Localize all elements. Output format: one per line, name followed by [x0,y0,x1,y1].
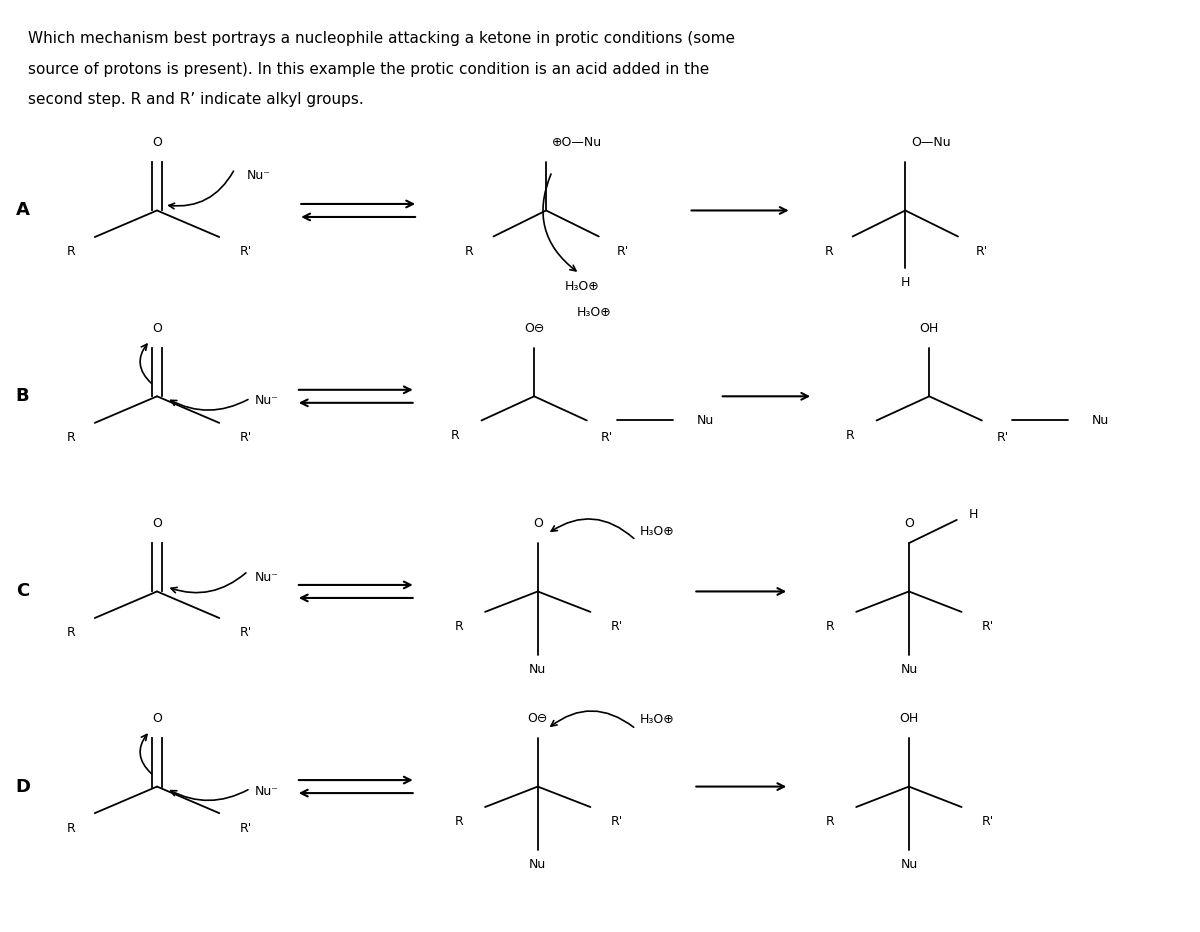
Text: B: B [16,388,29,405]
Text: D: D [16,777,31,796]
Text: R: R [66,626,76,639]
Text: R': R' [611,816,623,829]
Text: R': R' [240,626,252,639]
Text: R': R' [982,816,994,829]
Text: Nu: Nu [529,663,546,676]
Text: H₃O⊕: H₃O⊕ [577,307,611,319]
Text: O: O [533,517,542,530]
Text: O: O [152,136,162,149]
Text: OH: OH [919,322,938,335]
Text: source of protons is present). In this example the protic condition is an acid a: source of protons is present). In this e… [28,62,709,76]
Text: Nu: Nu [900,663,918,676]
Text: R': R' [617,245,629,258]
Text: A: A [16,201,30,219]
Text: R': R' [611,621,623,633]
Text: R': R' [240,432,252,445]
Text: H: H [968,508,978,521]
Text: Nu⁻: Nu⁻ [256,571,280,584]
Text: R: R [826,621,834,633]
Text: R: R [66,432,76,445]
Text: O: O [152,322,162,335]
Text: C: C [16,582,29,600]
Text: H: H [901,277,910,290]
Text: Nu⁻: Nu⁻ [256,785,280,798]
Text: Nu: Nu [529,858,546,871]
Text: O⊖: O⊖ [528,712,548,725]
Text: R: R [66,821,76,834]
Text: Nu: Nu [697,414,714,427]
Text: Nu: Nu [900,858,918,871]
Text: ⊕O—Nu: ⊕O—Nu [552,136,602,149]
Text: Nu: Nu [1092,414,1109,427]
Text: R: R [451,429,460,442]
Text: Which mechanism best portrays a nucleophile attacking a ketone in protic conditi: Which mechanism best portrays a nucleoph… [28,31,734,46]
Text: R: R [824,245,833,258]
Text: O—Nu: O—Nu [911,136,950,149]
Text: R: R [826,816,834,829]
Text: R: R [846,429,854,442]
Text: second step. R and R’ indicate alkyl groups.: second step. R and R’ indicate alkyl gro… [28,92,364,107]
Text: Nu⁻: Nu⁻ [247,169,271,182]
Text: O: O [904,517,914,530]
Text: R: R [66,245,76,258]
Text: Nu⁻: Nu⁻ [256,394,280,407]
Text: R': R' [240,821,252,834]
Text: H₃O⊕: H₃O⊕ [565,281,600,294]
Text: O: O [152,712,162,725]
Text: O⊖: O⊖ [524,322,545,335]
Text: R: R [455,816,463,829]
Text: R': R' [996,431,1008,444]
Text: R': R' [976,245,988,258]
Text: O: O [152,517,162,530]
Text: H₃O⊕: H₃O⊕ [640,525,674,538]
Text: H₃O⊕: H₃O⊕ [640,713,674,726]
Text: R: R [455,621,463,633]
Text: OH: OH [899,712,918,725]
Text: R': R' [240,245,252,258]
Text: R': R' [601,431,613,444]
Text: R': R' [982,621,994,633]
Text: R: R [466,245,474,258]
